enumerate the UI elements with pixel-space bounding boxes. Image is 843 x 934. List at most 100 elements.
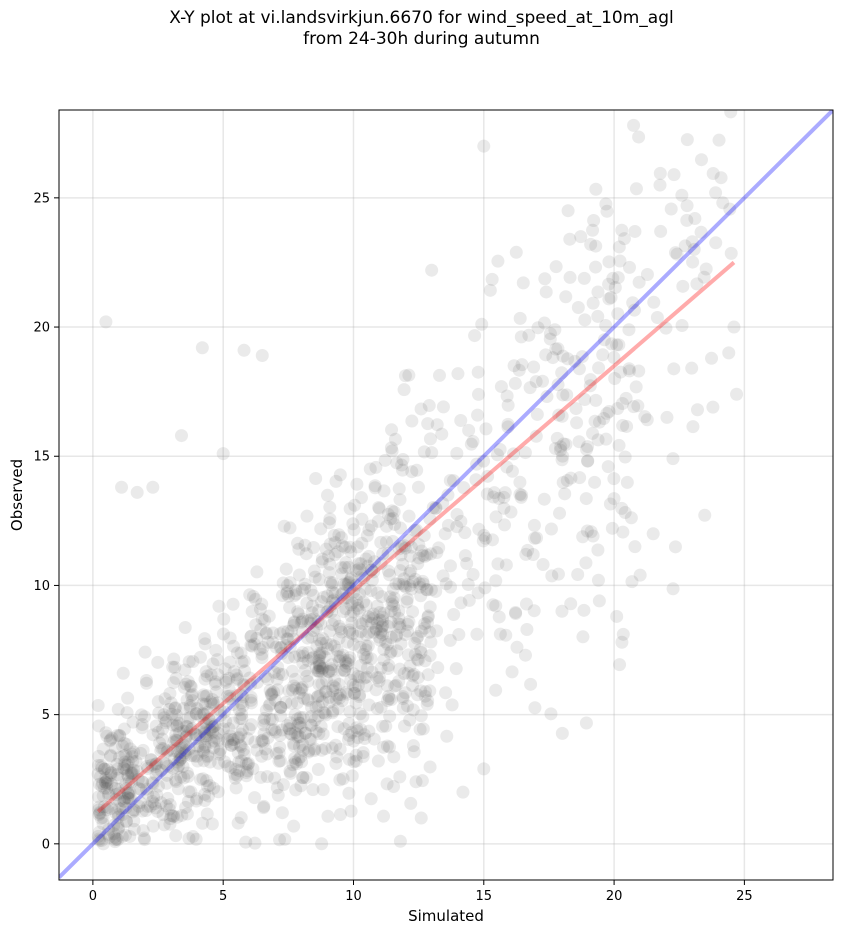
scatter-point bbox=[487, 486, 501, 500]
scatter-point bbox=[432, 368, 446, 382]
scatter-point bbox=[423, 625, 437, 639]
scatter-point bbox=[332, 619, 346, 633]
scatter-point bbox=[151, 695, 165, 709]
scatter-point bbox=[111, 762, 125, 776]
scatter-point bbox=[315, 695, 329, 709]
scatter-point bbox=[274, 700, 288, 714]
scatter-point bbox=[113, 728, 127, 742]
scatter-point bbox=[599, 432, 613, 446]
scatter-point bbox=[429, 584, 443, 598]
scatter-point bbox=[255, 734, 269, 748]
scatter-point bbox=[597, 411, 611, 425]
scatter-point bbox=[289, 587, 303, 601]
scatter-point bbox=[283, 722, 297, 736]
scatter-point bbox=[94, 811, 108, 825]
scatter-point bbox=[343, 651, 357, 665]
scatter-point bbox=[186, 694, 200, 708]
scatter-point bbox=[289, 783, 303, 797]
scatter-point bbox=[327, 639, 341, 653]
scatter-point bbox=[332, 528, 346, 542]
scatter-point bbox=[274, 641, 288, 655]
scatter-point bbox=[580, 524, 594, 538]
scatter-point bbox=[298, 538, 312, 552]
scatter-point bbox=[620, 475, 634, 489]
scatter-point bbox=[393, 564, 407, 578]
x-tick-label: 15 bbox=[476, 889, 493, 904]
scatter-point bbox=[436, 496, 450, 510]
scatter-point bbox=[135, 775, 149, 789]
scatter-point bbox=[293, 730, 307, 744]
scatter-point bbox=[109, 832, 123, 846]
scatter-point bbox=[201, 705, 215, 719]
scatter-point bbox=[177, 771, 191, 785]
scatter-point bbox=[416, 574, 430, 588]
scatter-point bbox=[397, 667, 411, 681]
scatter-point bbox=[383, 646, 397, 660]
scatter-point bbox=[596, 348, 610, 362]
scatter-point bbox=[208, 718, 222, 732]
scatter-point bbox=[296, 743, 310, 757]
scatter-point bbox=[285, 683, 299, 697]
scatter-point bbox=[592, 361, 606, 375]
scatter-point bbox=[358, 651, 372, 665]
scatter-point bbox=[411, 480, 425, 494]
scatter-point bbox=[216, 722, 230, 736]
scatter-point bbox=[685, 361, 699, 375]
scatter-point bbox=[354, 625, 368, 639]
scatter-point bbox=[255, 733, 269, 747]
scatter-point bbox=[396, 463, 410, 477]
chart-title-line-1: X-Y plot at vi.landsvirkjun.6670 for win… bbox=[169, 8, 674, 28]
scatter-point bbox=[99, 771, 113, 785]
scatter-point bbox=[295, 680, 309, 694]
scatter-point bbox=[212, 756, 226, 770]
scatter-point bbox=[539, 348, 553, 362]
scatter-point bbox=[576, 530, 590, 544]
scatter-point bbox=[202, 713, 216, 727]
scatter-point bbox=[524, 677, 538, 691]
scatter-point bbox=[403, 579, 417, 593]
scatter-point bbox=[125, 775, 139, 789]
scatter-point bbox=[326, 679, 340, 693]
scatter-point bbox=[385, 444, 399, 458]
scatter-point bbox=[223, 655, 237, 669]
scatter-point bbox=[325, 658, 339, 672]
scatter-point bbox=[563, 270, 577, 284]
scatter-point bbox=[353, 640, 367, 654]
scatter-point bbox=[184, 680, 198, 694]
scatter-point bbox=[360, 529, 374, 543]
scatter-point bbox=[392, 604, 406, 618]
scatter-point bbox=[145, 794, 159, 808]
scatter-point bbox=[115, 808, 129, 822]
scatter-point bbox=[298, 581, 312, 595]
scatter-point bbox=[377, 653, 391, 667]
scatter-point bbox=[118, 758, 132, 772]
scatter-point bbox=[353, 688, 367, 702]
scatter-point bbox=[111, 702, 125, 716]
scatter-point bbox=[151, 764, 165, 778]
scatter-point bbox=[121, 791, 135, 805]
scatter-point bbox=[98, 762, 112, 776]
scatter-point bbox=[199, 665, 213, 679]
scatter-point bbox=[223, 729, 237, 743]
scatter-point bbox=[458, 549, 472, 563]
scatter-point bbox=[338, 663, 352, 677]
scatter-point bbox=[322, 695, 336, 709]
scatter-point bbox=[604, 291, 618, 305]
scatter-point bbox=[125, 750, 139, 764]
scatter-point bbox=[528, 701, 542, 715]
scatter-point bbox=[376, 628, 390, 642]
scatter-point bbox=[374, 700, 388, 714]
scatter-point bbox=[140, 676, 154, 690]
scatter-point bbox=[303, 732, 317, 746]
scatter-point bbox=[101, 775, 115, 789]
scatter-point bbox=[333, 742, 347, 756]
scatter-point bbox=[278, 832, 292, 846]
scatter-point bbox=[292, 542, 306, 556]
scatter-point bbox=[328, 681, 342, 695]
scatter-point bbox=[507, 447, 521, 461]
scatter-point bbox=[404, 796, 418, 810]
scatter-point bbox=[186, 830, 200, 844]
scatter-point bbox=[575, 350, 589, 364]
scatter-point bbox=[235, 723, 249, 737]
scatter-point bbox=[714, 171, 728, 185]
